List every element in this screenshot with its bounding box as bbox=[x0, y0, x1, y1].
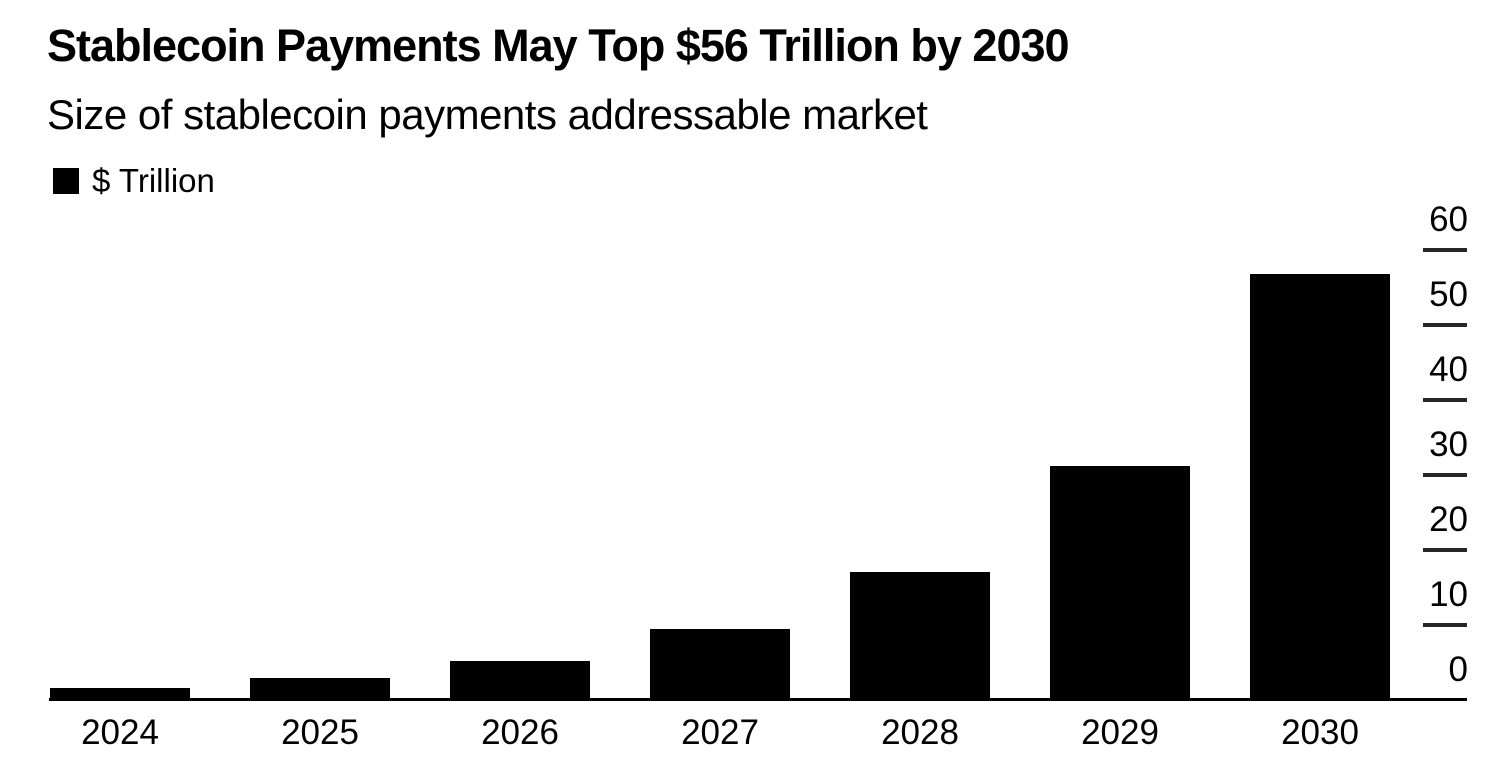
x-tick-label-2029: 2029 bbox=[1081, 713, 1159, 752]
bar-2030 bbox=[1250, 274, 1390, 700]
y-tick-40 bbox=[1423, 398, 1467, 402]
y-tick-50 bbox=[1423, 323, 1467, 327]
chart-legend: $ Trillion bbox=[53, 162, 215, 200]
y-tick-20 bbox=[1423, 548, 1467, 552]
y-tick-10 bbox=[1423, 623, 1467, 627]
y-tick-label-60: 60 bbox=[1429, 200, 1468, 239]
x-tick-label-2026: 2026 bbox=[481, 713, 559, 752]
legend-swatch-icon bbox=[53, 168, 79, 194]
y-tick-label-20: 20 bbox=[1429, 500, 1468, 539]
bar-2024 bbox=[50, 688, 190, 700]
legend-label: $ Trillion bbox=[92, 162, 215, 199]
y-tick-label-30: 30 bbox=[1429, 425, 1468, 464]
bar-2027 bbox=[650, 629, 790, 700]
y-tick-30 bbox=[1423, 473, 1467, 477]
x-tick-label-2030: 2030 bbox=[1281, 713, 1359, 752]
y-tick-label-40: 40 bbox=[1429, 350, 1468, 389]
chart-title: Stablecoin Payments May Top $56 Trillion… bbox=[47, 20, 1070, 71]
y-tick-label-0: 0 bbox=[1448, 650, 1468, 689]
x-tick-label-2025: 2025 bbox=[281, 713, 359, 752]
y-tick-label-50: 50 bbox=[1429, 275, 1468, 314]
chart-subtitle: Size of stablecoin payments addressable … bbox=[47, 91, 928, 138]
y-tick-label-10: 10 bbox=[1429, 575, 1468, 614]
bar-2028 bbox=[850, 572, 990, 700]
bar-2025 bbox=[250, 678, 390, 700]
x-tick-label-2027: 2027 bbox=[681, 713, 759, 752]
x-tick-label-2028: 2028 bbox=[881, 713, 959, 752]
bar-2029 bbox=[1050, 466, 1190, 700]
y-tick-60 bbox=[1423, 248, 1467, 252]
bar-2026 bbox=[450, 661, 590, 700]
x-tick-label-2024: 2024 bbox=[81, 713, 159, 752]
